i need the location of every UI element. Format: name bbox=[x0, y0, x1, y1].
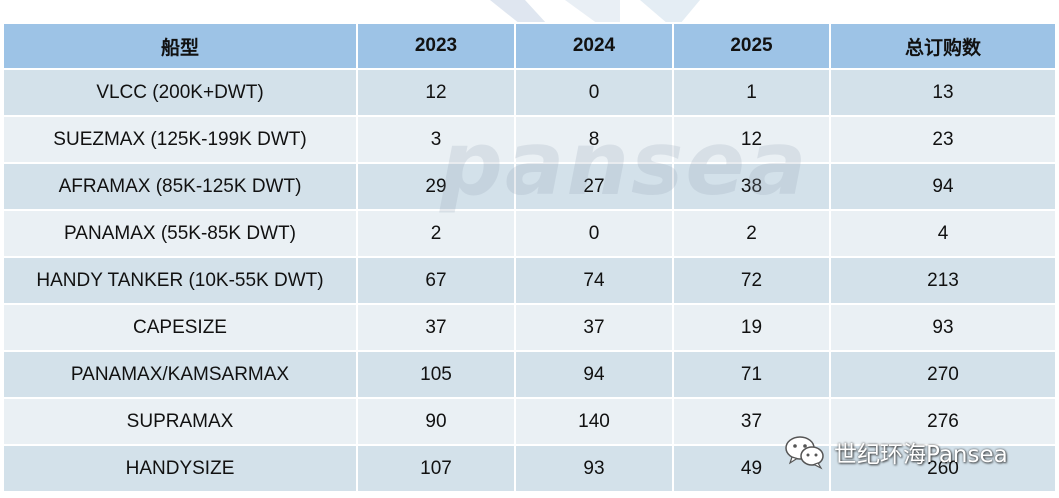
value-cell-2024: 140 bbox=[514, 397, 674, 446]
value-cell-2024: 93 bbox=[514, 444, 674, 493]
value-cell-2025: 71 bbox=[672, 350, 831, 399]
value-cell-2023: 107 bbox=[356, 444, 516, 493]
wechat-account-badge: 世纪环海Pansea bbox=[784, 434, 1008, 470]
value-cell-2025: 19 bbox=[672, 303, 831, 352]
header-2024: 2024 bbox=[514, 22, 674, 70]
ship-type-cell: HANDYSIZE bbox=[2, 444, 358, 493]
total-cell: 94 bbox=[829, 162, 1057, 211]
table-row: HANDYSIZE 107 93 49 260 bbox=[2, 444, 1057, 493]
ship-type-cell: CAPESIZE bbox=[2, 303, 358, 352]
value-cell-2025: 1 bbox=[672, 68, 831, 117]
value-cell-2024: 74 bbox=[514, 256, 674, 305]
header-row: 船型 2023 2024 2025 总订购数 bbox=[2, 22, 1057, 70]
ship-type-cell: VLCC (200K+DWT) bbox=[2, 68, 358, 117]
value-cell-2023: 67 bbox=[356, 256, 516, 305]
value-cell-2023: 2 bbox=[356, 209, 516, 258]
wechat-icon bbox=[785, 436, 824, 470]
total-cell: 23 bbox=[829, 115, 1057, 164]
value-cell-2023: 105 bbox=[356, 350, 516, 399]
total-cell: 260 bbox=[829, 444, 1057, 493]
value-cell-2025: 37 bbox=[672, 397, 831, 446]
table-row: PANAMAX/KAMSARMAX 105 94 71 270 bbox=[2, 350, 1057, 399]
total-cell: 4 bbox=[829, 209, 1057, 258]
table-row: SUPRAMAX 90 140 37 276 bbox=[2, 397, 1057, 446]
value-cell-2025: 12 bbox=[672, 115, 831, 164]
ship-type-cell: PANAMAX/KAMSARMAX bbox=[2, 350, 358, 399]
table-row: VLCC (200K+DWT) 12 0 1 13 bbox=[2, 68, 1057, 117]
value-cell-2024: 37 bbox=[514, 303, 674, 352]
wechat-account-name: 世纪环海Pansea bbox=[834, 442, 1008, 468]
ship-type-cell: HANDY TANKER (10K-55K DWT) bbox=[2, 256, 358, 305]
total-cell: 13 bbox=[829, 68, 1057, 117]
ship-type-cell: PANAMAX (55K-85K DWT) bbox=[2, 209, 358, 258]
value-cell-2023: 3 bbox=[356, 115, 516, 164]
table-row: CAPESIZE 37 37 19 93 bbox=[2, 303, 1057, 352]
value-cell-2025: 38 bbox=[672, 162, 831, 211]
ship-type-cell: SUEZMAX (125K-199K DWT) bbox=[2, 115, 358, 164]
header-total-orders: 总订购数 bbox=[829, 22, 1057, 70]
table-row: PANAMAX (55K-85K DWT) 2 0 2 4 bbox=[2, 209, 1057, 258]
total-cell: 213 bbox=[829, 256, 1057, 305]
value-cell-2023: 12 bbox=[356, 68, 516, 117]
header-ship-type: 船型 bbox=[2, 22, 358, 70]
value-cell-2023: 37 bbox=[356, 303, 516, 352]
value-cell-2023: 29 bbox=[356, 162, 516, 211]
header-2025: 2025 bbox=[672, 22, 831, 70]
value-cell-2024: 0 bbox=[514, 209, 674, 258]
orderbook-table: 船型 2023 2024 2025 总订购数 VLCC (200K+DWT) 1… bbox=[2, 22, 1057, 493]
ship-type-cell: AFRAMAX (85K-125K DWT) bbox=[2, 162, 358, 211]
value-cell-2025: 2 bbox=[672, 209, 831, 258]
value-cell-2024: 8 bbox=[514, 115, 674, 164]
value-cell-2024: 27 bbox=[514, 162, 674, 211]
value-cell-2025: 72 bbox=[672, 256, 831, 305]
value-cell-2023: 90 bbox=[356, 397, 516, 446]
header-2023: 2023 bbox=[356, 22, 516, 70]
ship-type-cell: SUPRAMAX bbox=[2, 397, 358, 446]
value-cell-2024: 0 bbox=[514, 68, 674, 117]
table-row: AFRAMAX (85K-125K DWT) 29 27 38 94 bbox=[2, 162, 1057, 211]
total-cell: 270 bbox=[829, 350, 1057, 399]
total-cell: 93 bbox=[829, 303, 1057, 352]
table-row: SUEZMAX (125K-199K DWT) 3 8 12 23 bbox=[2, 115, 1057, 164]
table-row: HANDY TANKER (10K-55K DWT) 67 74 72 213 bbox=[2, 256, 1057, 305]
total-cell: 276 bbox=[829, 397, 1057, 446]
value-cell-2024: 94 bbox=[514, 350, 674, 399]
